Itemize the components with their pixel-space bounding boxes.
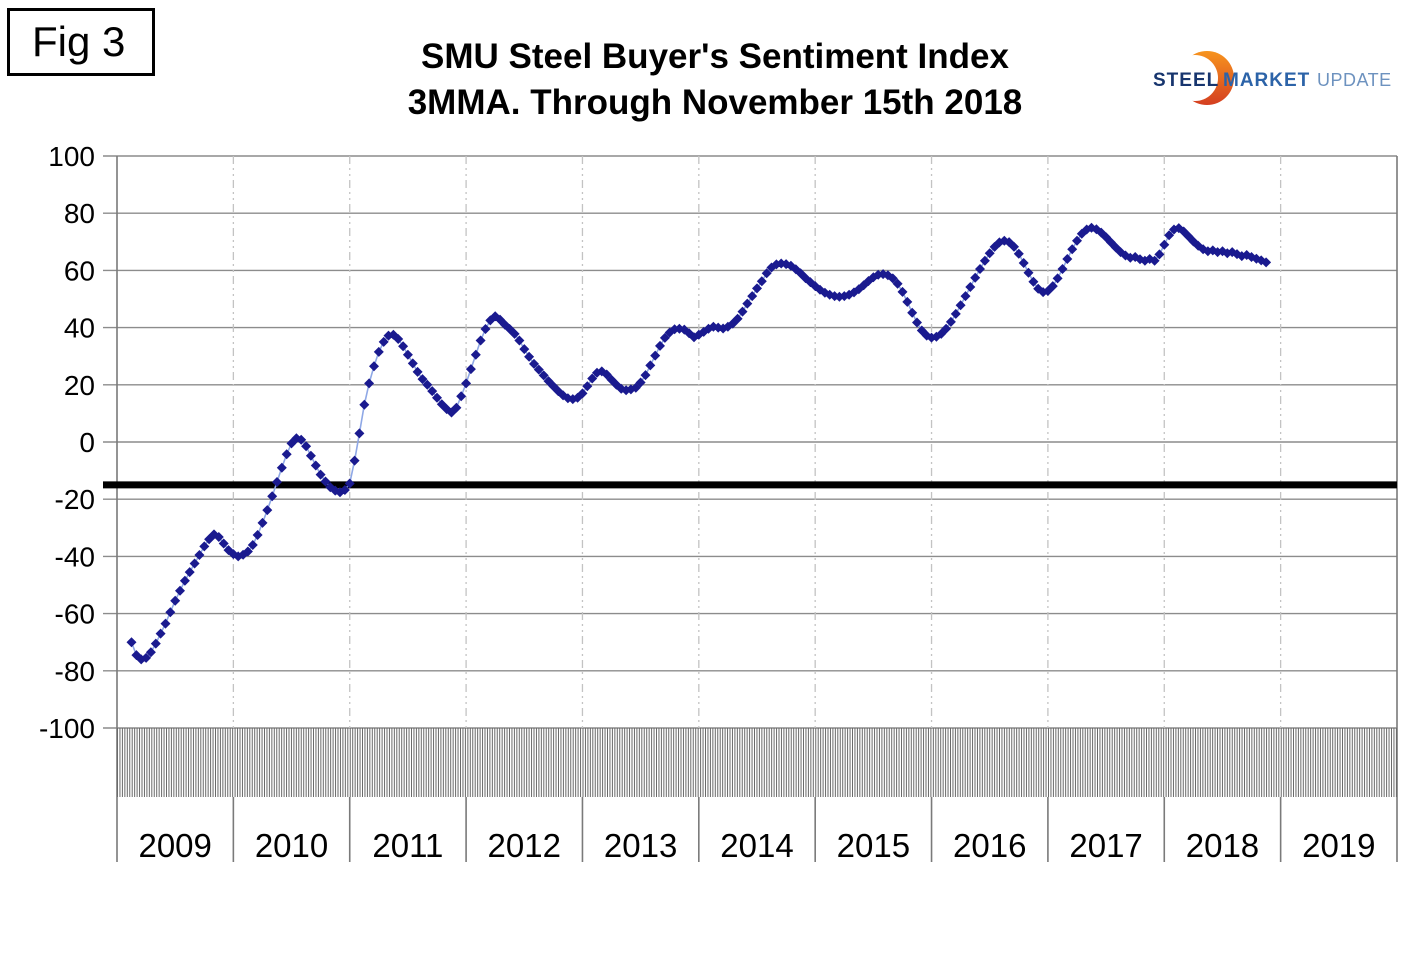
y-tick-label: -60 (55, 599, 95, 630)
year-label: 2019 (1302, 827, 1375, 864)
y-tick-label: 100 (48, 141, 95, 172)
smu-logo: STEEL MARKET UPDATE (1143, 48, 1393, 110)
chart-title-line2: 3MMA. Through November 15th 2018 (407, 83, 1023, 122)
year-label: 2018 (1186, 827, 1259, 864)
y-tick-label: 60 (64, 255, 95, 286)
y-tick-label: 0 (79, 427, 95, 458)
y-tick-label: -80 (55, 656, 95, 687)
chart-title: SMU Steel Buyer's Sentiment Index 3MMA. … (300, 34, 1130, 126)
figure-label-box: Fig 3 (7, 8, 155, 76)
year-label: 2013 (604, 827, 677, 864)
year-label: 2011 (372, 827, 443, 864)
smu-logo-graphic: STEEL MARKET UPDATE (1153, 51, 1392, 105)
y-tick-label: -100 (39, 713, 95, 744)
y-tick-label: 40 (64, 313, 95, 344)
year-label: 2014 (720, 827, 793, 864)
figure-label: Fig 3 (32, 18, 126, 65)
year-label: 2009 (138, 827, 211, 864)
logo-crescent-cutout (1172, 55, 1218, 101)
logo-text-market: MARKET (1223, 70, 1310, 91)
logo-text-steel: STEEL (1153, 70, 1219, 91)
y-tick-label: 20 (64, 370, 95, 401)
logo-text-update: UPDATE (1317, 70, 1392, 90)
y-tick-label: -40 (55, 541, 95, 572)
year-label: 2017 (1069, 827, 1142, 864)
year-label: 2016 (953, 827, 1026, 864)
year-label: 2012 (488, 827, 561, 864)
year-label: 2015 (837, 827, 910, 864)
chart-title-line1: SMU Steel Buyer's Sentiment Index (421, 37, 1009, 76)
year-label: 2010 (255, 827, 328, 864)
y-tick-label: -20 (55, 484, 95, 515)
y-tick-label: 80 (64, 198, 95, 229)
